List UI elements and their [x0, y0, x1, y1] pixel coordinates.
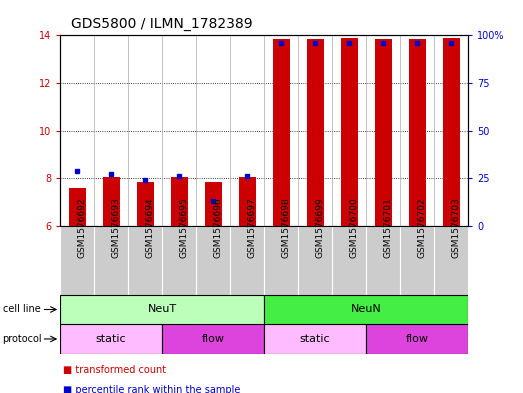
Bar — [400, 226, 434, 295]
Bar — [137, 182, 154, 226]
Bar — [60, 226, 94, 295]
Bar — [204, 182, 222, 226]
Bar — [408, 39, 426, 226]
Bar — [94, 226, 128, 295]
Bar — [162, 226, 196, 295]
Bar — [340, 38, 358, 226]
Bar — [298, 226, 332, 295]
Text: ■ transformed count: ■ transformed count — [63, 365, 166, 375]
Text: flow: flow — [406, 334, 428, 344]
Bar — [103, 177, 120, 226]
Bar — [196, 226, 230, 295]
Bar — [230, 226, 264, 295]
Text: GSM1576697: GSM1576697 — [247, 198, 256, 259]
Bar — [272, 39, 290, 226]
Text: NeuT: NeuT — [147, 305, 177, 314]
Text: GSM1576692: GSM1576692 — [77, 198, 86, 258]
Bar — [332, 226, 366, 295]
Bar — [434, 226, 468, 295]
Bar — [366, 226, 400, 295]
Bar — [366, 324, 468, 354]
Bar — [60, 295, 264, 324]
Text: cell line: cell line — [3, 305, 40, 314]
Text: static: static — [96, 334, 127, 344]
Bar — [60, 324, 162, 354]
Bar — [170, 177, 188, 226]
Text: NeuN: NeuN — [351, 305, 381, 314]
Text: GSM1576693: GSM1576693 — [111, 198, 120, 259]
Bar — [306, 39, 324, 226]
Text: GSM1576702: GSM1576702 — [417, 198, 426, 258]
Text: GSM1576703: GSM1576703 — [451, 198, 460, 259]
Text: static: static — [300, 334, 331, 344]
Text: GSM1576696: GSM1576696 — [213, 198, 222, 259]
Bar — [264, 226, 298, 295]
Bar — [162, 324, 264, 354]
Text: ■ percentile rank within the sample: ■ percentile rank within the sample — [63, 385, 240, 393]
Bar — [128, 226, 162, 295]
Bar — [264, 295, 468, 324]
Text: GSM1576701: GSM1576701 — [383, 198, 392, 259]
Bar — [69, 188, 86, 226]
Text: GDS5800 / ILMN_1782389: GDS5800 / ILMN_1782389 — [71, 17, 252, 31]
Bar — [374, 39, 392, 226]
Text: GSM1576695: GSM1576695 — [179, 198, 188, 259]
Bar — [264, 324, 366, 354]
Text: protocol: protocol — [3, 334, 42, 344]
Text: GSM1576700: GSM1576700 — [349, 198, 358, 259]
Text: GSM1576694: GSM1576694 — [145, 198, 154, 258]
Bar — [442, 38, 460, 226]
Text: GSM1576699: GSM1576699 — [315, 198, 324, 259]
Bar — [238, 177, 256, 226]
Text: flow: flow — [202, 334, 224, 344]
Text: GSM1576698: GSM1576698 — [281, 198, 290, 259]
